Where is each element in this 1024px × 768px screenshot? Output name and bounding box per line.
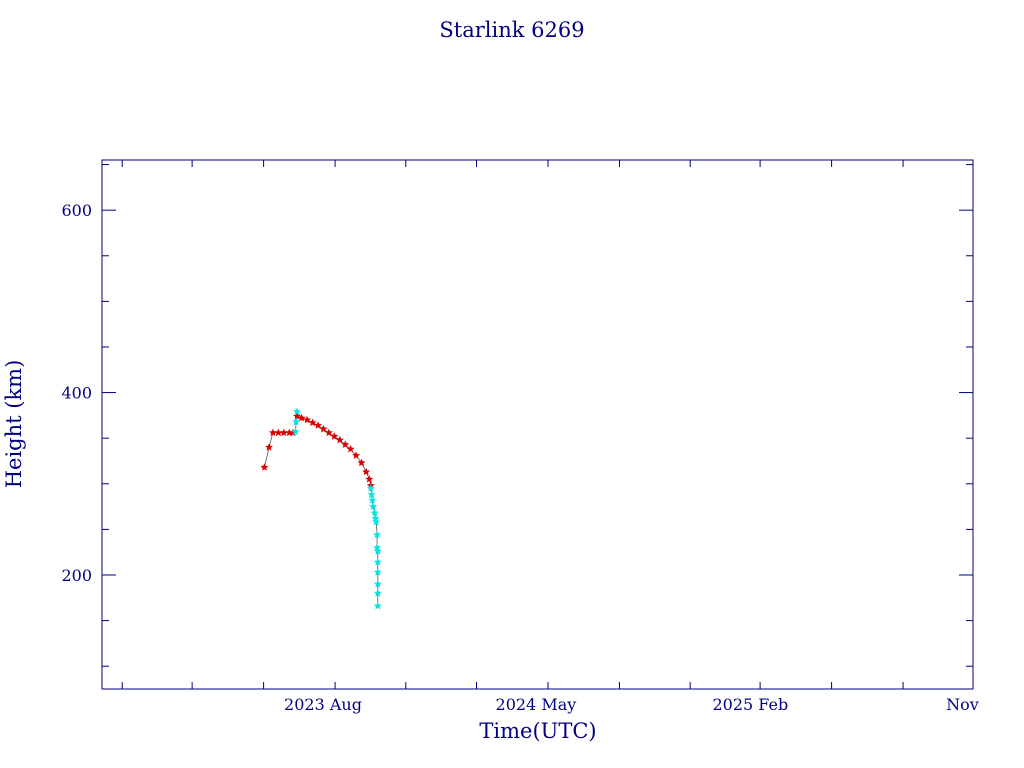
y-axis (102, 164, 973, 667)
chart-title: Starlink 6269 (439, 18, 584, 42)
data-point (346, 444, 355, 453)
data-point (367, 490, 376, 499)
series-layer (260, 407, 382, 610)
data-point (368, 496, 377, 504)
y-tick-label: 200 (61, 566, 92, 585)
data-point (371, 514, 380, 522)
data-point (373, 579, 382, 588)
data-point (308, 418, 317, 427)
data-point (373, 601, 382, 610)
series-1 (291, 407, 382, 610)
data-point (366, 484, 375, 492)
data-point (357, 458, 366, 467)
x-tick-label: 2024 May (496, 695, 577, 714)
x-tick-label: 2023 Aug (284, 695, 362, 714)
data-point (265, 443, 273, 451)
data-point (268, 428, 277, 437)
data-point (352, 451, 361, 459)
data-point (291, 427, 300, 436)
tick-labels: 200 400 600 2023 Aug 2024 May 2025 Feb Nov (61, 201, 978, 714)
data-point (373, 558, 382, 566)
data-point (274, 428, 283, 437)
data-point (370, 508, 379, 517)
y-tick-label: 600 (61, 201, 92, 220)
data-point (260, 463, 269, 471)
data-point (365, 475, 374, 483)
data-point (335, 435, 344, 444)
data-point (369, 502, 378, 510)
data-point (319, 424, 328, 433)
data-point (373, 530, 381, 539)
plot-frame (101, 159, 974, 690)
data-point (314, 421, 322, 429)
y-axis-label: Height (km) (2, 360, 26, 489)
data-point (330, 432, 339, 440)
data-point (293, 407, 301, 416)
data-point (373, 589, 382, 597)
series-0 (260, 412, 375, 489)
data-point (341, 440, 350, 448)
data-point (373, 547, 382, 555)
data-point (289, 428, 298, 437)
data-point (372, 517, 381, 526)
data-point (324, 428, 333, 437)
y-tick-label: 400 (61, 384, 92, 403)
data-point (373, 568, 382, 576)
x-tick-label: 2025 Feb (712, 695, 788, 714)
data-point (362, 467, 371, 476)
x-axis-label: Time(UTC) (479, 719, 596, 743)
x-axis (121, 160, 904, 689)
x-tick-label: Nov (946, 695, 979, 714)
trajectory-line (264, 410, 379, 606)
data-point (373, 543, 381, 551)
data-point (279, 428, 288, 437)
data-point (297, 413, 306, 422)
data-point (292, 417, 301, 426)
